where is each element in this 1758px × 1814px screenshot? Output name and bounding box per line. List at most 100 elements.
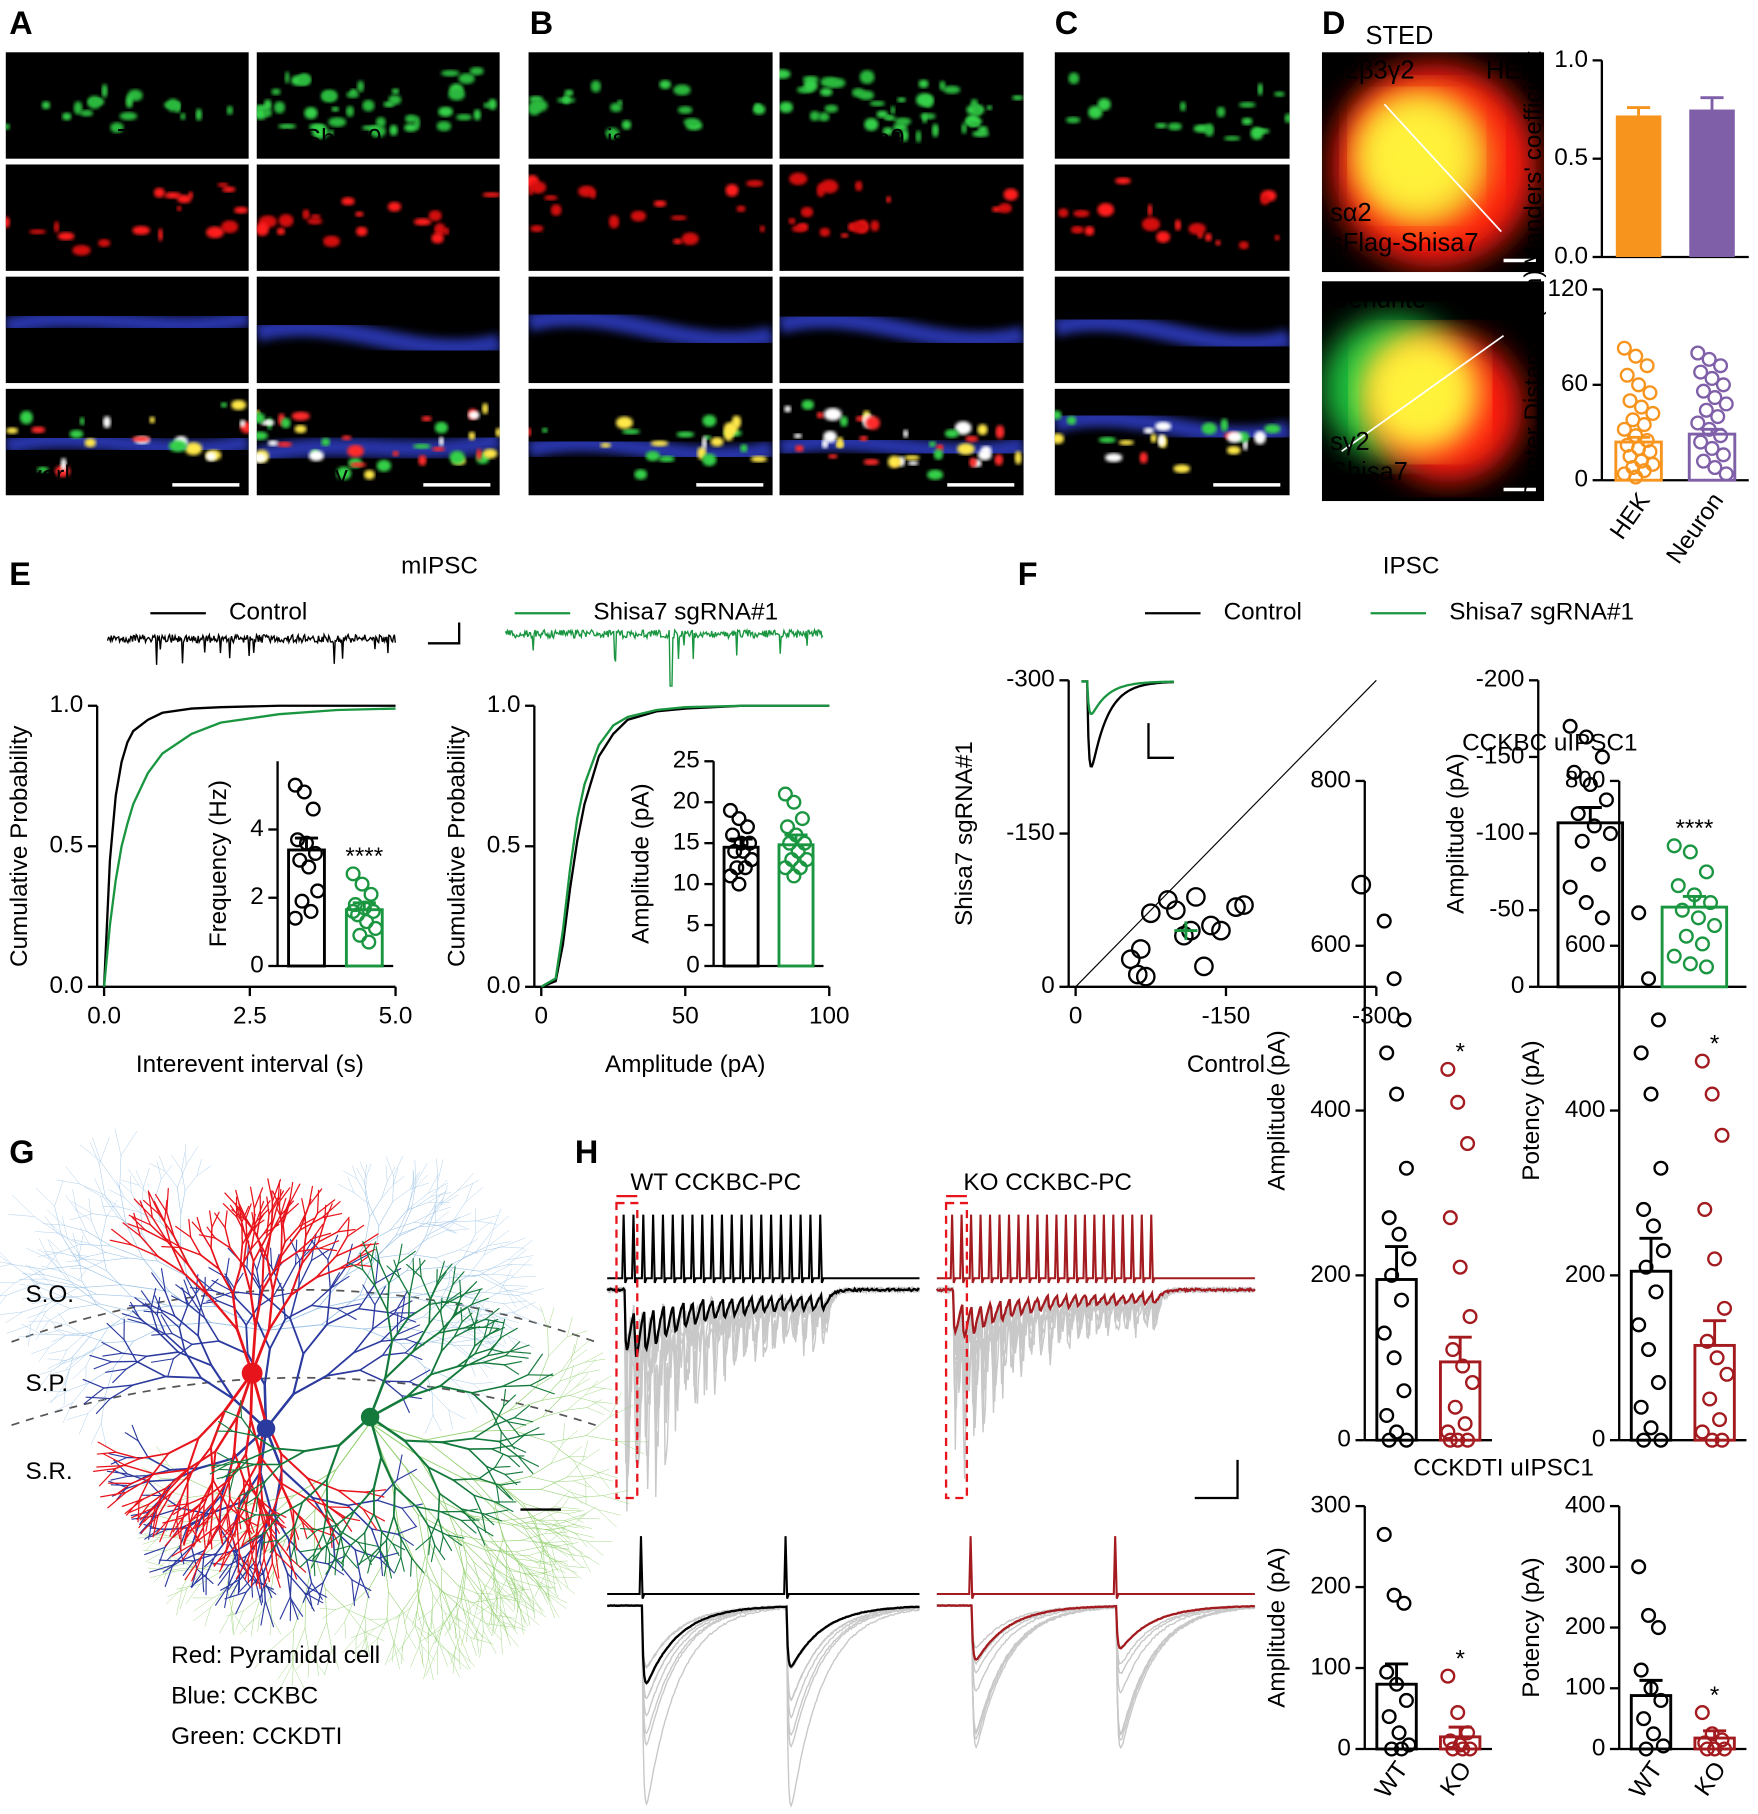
neurite	[206, 1464, 229, 1467]
neurite	[460, 1519, 477, 1534]
data-point	[786, 794, 802, 810]
micrograph-background	[528, 164, 773, 271]
micrograph-content	[779, 69, 1024, 143]
neurite	[386, 1309, 393, 1342]
data-point	[739, 819, 755, 835]
neurite	[156, 1314, 167, 1335]
category-label: WT	[1624, 1757, 1668, 1804]
neurite	[476, 1215, 498, 1221]
y-tick-label: 200	[1310, 1261, 1351, 1288]
neurite	[206, 1528, 212, 1548]
neurite	[249, 1291, 257, 1329]
punctum	[673, 84, 691, 96]
neurite	[475, 1220, 493, 1234]
neurite	[575, 1373, 589, 1388]
y-tick-label: 200	[1565, 1613, 1606, 1640]
neurite	[428, 1174, 439, 1194]
neurite	[304, 1214, 307, 1237]
neurite	[232, 1611, 247, 1632]
punctum	[1054, 410, 1062, 420]
neurite	[474, 1333, 490, 1347]
y-tick-label: 400	[1565, 1096, 1606, 1123]
punctum	[1264, 424, 1281, 434]
neurite	[156, 1161, 162, 1180]
neurite	[530, 1517, 555, 1526]
neurite	[212, 1479, 228, 1506]
neurite	[310, 1304, 338, 1310]
neurite	[492, 1614, 515, 1619]
punctum	[355, 226, 368, 237]
neurite	[303, 1444, 341, 1453]
punctum	[900, 129, 909, 142]
neurite	[325, 1444, 341, 1481]
neurite	[503, 1364, 520, 1375]
neurite	[235, 1189, 242, 1211]
data-point	[1396, 1012, 1412, 1028]
neurite	[428, 1536, 431, 1556]
neurite	[22, 1303, 48, 1313]
neurite	[278, 1205, 283, 1229]
neurite	[488, 1229, 510, 1246]
neurite	[242, 1239, 248, 1267]
data-point	[1699, 1741, 1715, 1757]
data-point	[1643, 1420, 1659, 1436]
neurite	[38, 1347, 50, 1362]
neurite	[475, 1302, 485, 1321]
neurite	[243, 1596, 261, 1612]
neurite	[404, 1352, 423, 1361]
significance: *	[1455, 1645, 1465, 1672]
neurite	[85, 1396, 111, 1400]
error-bar	[1627, 106, 1651, 116]
neurite	[412, 1171, 420, 1188]
punctum	[621, 120, 632, 130]
neurite	[483, 1561, 512, 1579]
neurite	[244, 1555, 253, 1581]
y-tick-label: 100	[1310, 1653, 1351, 1680]
neurite	[139, 1318, 159, 1333]
punctum	[943, 85, 961, 94]
neurite	[499, 1476, 531, 1485]
neurite	[163, 1555, 173, 1580]
sted-label: HEK	[1486, 57, 1538, 85]
punctum	[1174, 219, 1182, 231]
neurite	[148, 1191, 161, 1216]
punctum	[1284, 113, 1290, 124]
neurite	[125, 1223, 144, 1259]
data-point	[722, 802, 738, 818]
neurite	[295, 1649, 316, 1670]
neurite	[109, 1384, 134, 1400]
micrograph-content	[788, 172, 1019, 238]
neurite	[157, 1255, 185, 1275]
data-point	[1631, 1317, 1647, 1333]
data-point	[368, 920, 384, 936]
neurite	[346, 1504, 373, 1530]
neurite	[415, 1565, 419, 1601]
neurite	[499, 1548, 514, 1578]
neurite	[137, 1499, 140, 1523]
neurite	[347, 1262, 364, 1271]
neurite	[455, 1273, 477, 1278]
error-bar	[294, 836, 319, 850]
neurite	[580, 1552, 591, 1573]
punctum	[969, 121, 980, 127]
neurite	[259, 1471, 272, 1510]
data-point	[1631, 377, 1647, 393]
neurite	[504, 1614, 526, 1628]
error-bar	[1682, 894, 1706, 908]
neurite	[586, 1407, 605, 1415]
neurite	[164, 1333, 186, 1353]
micrograph-content	[528, 174, 765, 246]
neurite	[435, 1211, 449, 1223]
punctum	[19, 410, 33, 425]
neurite	[484, 1513, 503, 1522]
y-axis-label: Cumulative Probability	[6, 725, 33, 967]
data-point	[1648, 1284, 1664, 1300]
neurite	[84, 1342, 107, 1356]
neurite	[148, 1452, 170, 1480]
neurite	[0, 1264, 12, 1267]
neurite	[475, 1517, 501, 1550]
neurite	[79, 1144, 101, 1162]
neurite	[567, 1510, 584, 1514]
neurite	[419, 1629, 440, 1643]
neurite	[100, 1491, 127, 1498]
